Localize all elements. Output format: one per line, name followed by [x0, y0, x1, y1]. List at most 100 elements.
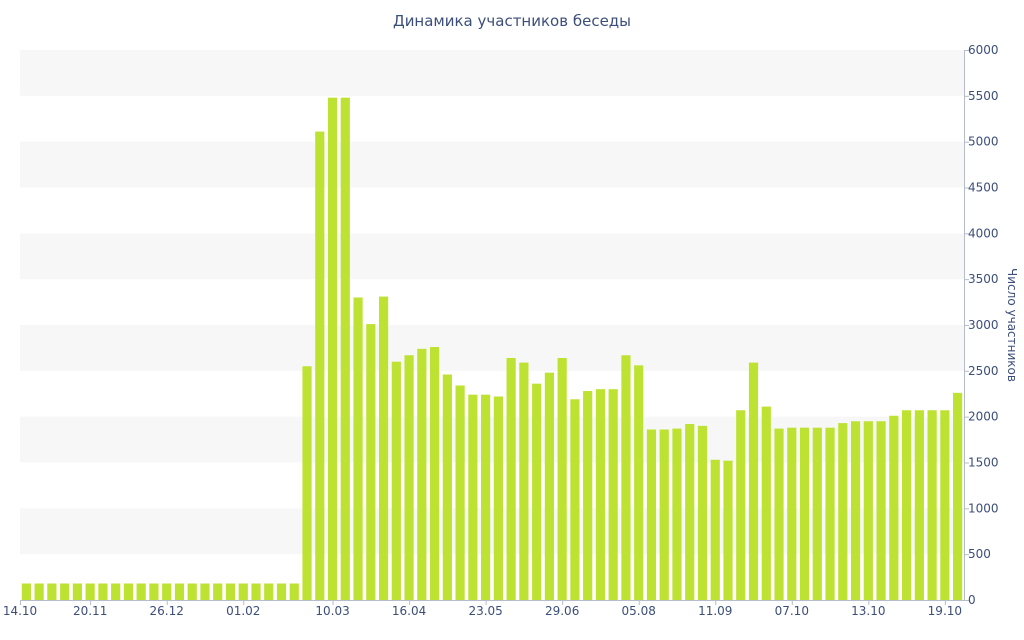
x-tick-label: 10.03 — [315, 604, 349, 618]
bar[interactable] — [812, 427, 822, 600]
bar[interactable] — [748, 362, 759, 600]
bar[interactable] — [353, 297, 363, 601]
bar[interactable] — [72, 583, 82, 601]
bar[interactable] — [21, 583, 31, 601]
x-tick-label: 11.09 — [698, 604, 732, 618]
bar[interactable] — [149, 583, 159, 601]
bar[interactable] — [621, 355, 631, 600]
bar[interactable] — [953, 392, 963, 600]
bar[interactable] — [200, 583, 210, 601]
bar[interactable] — [417, 348, 427, 600]
bar[interactable] — [825, 427, 835, 600]
bar[interactable] — [111, 583, 121, 601]
bar[interactable] — [608, 389, 618, 600]
x-tick-label: 26.12 — [150, 604, 184, 618]
x-tick-label: 16.04 — [392, 604, 426, 618]
bar[interactable] — [876, 421, 886, 600]
bar[interactable] — [863, 421, 873, 600]
x-tick-label: 20.11 — [73, 604, 107, 618]
bar[interactable] — [519, 362, 529, 600]
bar[interactable] — [123, 583, 134, 601]
bar[interactable] — [468, 394, 478, 600]
bar[interactable] — [47, 583, 57, 601]
bar[interactable] — [315, 131, 325, 600]
x-tick-label: 23.05 — [468, 604, 502, 618]
bar[interactable] — [430, 347, 440, 600]
bar[interactable] — [136, 583, 146, 601]
bar[interactable] — [264, 583, 274, 601]
bar[interactable] — [213, 583, 223, 601]
y-tick-label: 4500 — [968, 181, 999, 195]
bar[interactable] — [442, 374, 452, 601]
bar[interactable] — [927, 410, 937, 600]
grid-band — [20, 416, 964, 463]
bar[interactable] — [914, 410, 924, 600]
bar[interactable] — [902, 410, 912, 600]
bar[interactable] — [327, 97, 338, 601]
y-tick-label: 500 — [968, 547, 991, 561]
bar[interactable] — [366, 324, 376, 600]
y-tick-label: 1000 — [968, 501, 999, 515]
y-tick-label: 3500 — [968, 272, 999, 286]
bar[interactable] — [481, 394, 491, 600]
y-tick-label: 1500 — [968, 456, 999, 470]
bar[interactable] — [238, 583, 248, 601]
bar[interactable] — [302, 366, 312, 600]
bar[interactable] — [187, 583, 197, 601]
bar[interactable] — [532, 383, 542, 600]
y-tick-label: 3000 — [968, 318, 999, 332]
bar[interactable] — [838, 423, 848, 600]
y-tick-label: 5500 — [968, 89, 999, 103]
bar[interactable] — [646, 429, 657, 601]
bar[interactable] — [672, 428, 682, 600]
x-tick-label: 19.10 — [928, 604, 962, 618]
bar[interactable] — [634, 365, 644, 600]
bar[interactable] — [850, 421, 861, 600]
bar[interactable] — [493, 396, 503, 601]
y-tick-label: 4000 — [968, 226, 999, 240]
bar[interactable] — [544, 372, 554, 600]
y-ticks: 0 500 1000 1500 2000 2500 3000 3500 4000 4500 5000… — [964, 43, 999, 607]
x-tick-label: 01.02 — [226, 604, 260, 618]
bar[interactable] — [697, 425, 708, 600]
bar[interactable] — [659, 429, 669, 601]
bar[interactable] — [378, 296, 389, 600]
bar[interactable] — [799, 427, 810, 600]
bar[interactable] — [404, 355, 414, 600]
bar[interactable] — [174, 583, 185, 601]
bar[interactable] — [276, 583, 287, 601]
bar[interactable] — [736, 410, 746, 600]
bar[interactable] — [710, 459, 720, 600]
grid-band — [20, 508, 964, 555]
bar[interactable] — [455, 385, 465, 601]
bar[interactable] — [506, 358, 516, 600]
bar[interactable] — [391, 361, 401, 600]
bar[interactable] — [723, 460, 733, 600]
grid-band — [20, 50, 964, 96]
x-tick-label: 05.08 — [622, 604, 656, 618]
bar[interactable] — [225, 583, 236, 601]
bar[interactable] — [761, 406, 771, 600]
bar[interactable] — [685, 424, 695, 600]
bar[interactable] — [251, 583, 261, 601]
grid-band — [20, 325, 964, 371]
bar[interactable] — [583, 391, 593, 600]
y-tick-label: 6000 — [968, 43, 999, 57]
bar[interactable] — [557, 358, 567, 600]
bar[interactable] — [340, 97, 350, 601]
bar[interactable] — [595, 389, 606, 600]
bar[interactable] — [774, 428, 784, 600]
bar[interactable] — [85, 583, 95, 601]
y-tick-label: 5000 — [968, 135, 999, 149]
bar[interactable] — [162, 583, 172, 601]
bar[interactable] — [289, 583, 299, 601]
bar[interactable] — [889, 415, 899, 600]
bar[interactable] — [60, 583, 70, 601]
y-tick-label: 2000 — [968, 410, 999, 424]
bar[interactable] — [570, 399, 580, 600]
bar[interactable] — [940, 410, 950, 600]
bar[interactable] — [787, 427, 797, 600]
bar[interactable] — [98, 583, 108, 601]
bar[interactable] — [34, 583, 44, 601]
